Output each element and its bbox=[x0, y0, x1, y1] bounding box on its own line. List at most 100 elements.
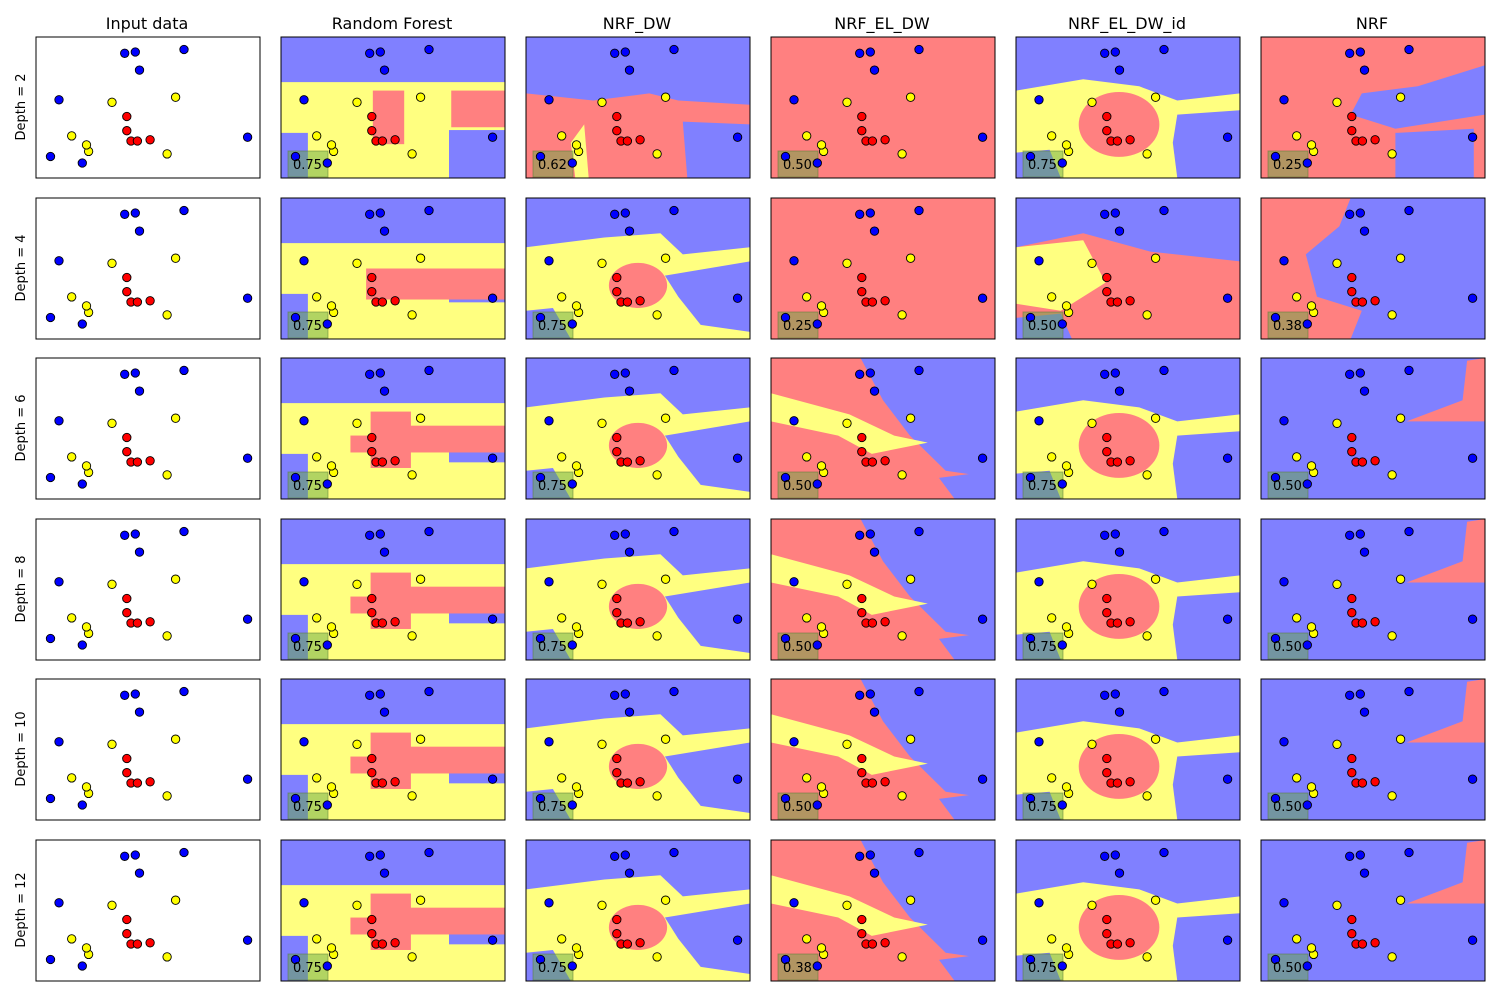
data-point-yellow bbox=[312, 934, 322, 944]
data-point-blue bbox=[624, 547, 635, 557]
data-point-yellow bbox=[571, 782, 582, 792]
data-point-blue bbox=[669, 365, 679, 376]
data-point-yellow bbox=[660, 253, 671, 263]
data-point-blue bbox=[914, 365, 924, 376]
data-point-blue bbox=[1034, 416, 1044, 426]
data-point-blue bbox=[1302, 319, 1312, 329]
data-point-red bbox=[122, 272, 132, 283]
score-label: 0.75 bbox=[538, 961, 567, 976]
data-point-red bbox=[122, 914, 132, 925]
data-point-yellow bbox=[1387, 470, 1397, 480]
data-point-yellow bbox=[557, 773, 567, 783]
panel-depth-4-input-data bbox=[35, 197, 261, 340]
data-point-blue bbox=[1359, 226, 1370, 236]
data-point-blue bbox=[322, 319, 332, 329]
data-point-red bbox=[867, 297, 878, 307]
data-point-blue bbox=[865, 47, 875, 57]
data-point-red bbox=[622, 136, 633, 146]
data-point-blue bbox=[1114, 707, 1125, 717]
data-point-blue bbox=[77, 961, 87, 971]
data-point-yellow bbox=[1292, 131, 1302, 141]
data-point-blue bbox=[134, 707, 145, 717]
data-point-blue bbox=[424, 365, 434, 376]
data-point-red bbox=[857, 593, 867, 604]
panel-frame bbox=[1260, 678, 1486, 821]
data-point-blue bbox=[1279, 95, 1289, 105]
region-red bbox=[381, 746, 505, 767]
data-point-blue bbox=[789, 95, 799, 105]
panel-frame bbox=[280, 197, 506, 340]
data-point-blue bbox=[1302, 158, 1312, 168]
data-point-yellow bbox=[1387, 952, 1397, 962]
data-point-red bbox=[612, 753, 622, 764]
data-point-yellow bbox=[1306, 301, 1317, 311]
data-point-blue bbox=[290, 472, 301, 483]
data-point-yellow bbox=[352, 258, 362, 268]
data-point-yellow bbox=[816, 461, 827, 471]
panel-depth-4-random-forest: 0.75 bbox=[280, 197, 506, 340]
panel-background bbox=[36, 840, 260, 981]
data-point-blue bbox=[130, 368, 140, 378]
data-point-red bbox=[1102, 929, 1112, 939]
data-point-yellow bbox=[162, 631, 172, 641]
data-point-yellow bbox=[1292, 934, 1302, 944]
data-point-yellow bbox=[897, 791, 907, 801]
data-point-blue bbox=[299, 416, 309, 426]
data-point-red bbox=[857, 111, 867, 122]
data-point-yellow bbox=[571, 943, 582, 953]
row-label-depth-4: Depth = 4 bbox=[14, 234, 29, 301]
data-point-red bbox=[367, 432, 377, 443]
data-point-red bbox=[612, 768, 622, 778]
data-point-red bbox=[612, 111, 622, 122]
region-red bbox=[608, 904, 668, 950]
data-point-blue bbox=[812, 319, 822, 329]
data-point-blue bbox=[1345, 530, 1355, 540]
panel-depth-10-input-data bbox=[35, 678, 261, 821]
data-point-blue bbox=[322, 800, 332, 810]
data-point-blue bbox=[1110, 529, 1120, 539]
data-point-blue bbox=[179, 847, 189, 858]
data-point-blue bbox=[1110, 47, 1120, 57]
data-point-blue bbox=[669, 847, 679, 858]
data-point-blue bbox=[620, 208, 630, 218]
region-blue bbox=[1016, 37, 1240, 101]
data-point-yellow bbox=[162, 149, 172, 159]
panel-depth-2-random-forest: 0.75 bbox=[280, 36, 506, 179]
data-point-blue bbox=[54, 256, 64, 266]
data-point-yellow bbox=[312, 452, 322, 462]
data-point-blue bbox=[567, 640, 577, 650]
panel-depth-2-input-data bbox=[35, 36, 261, 179]
decision-regions bbox=[281, 840, 505, 981]
data-point-yellow bbox=[652, 952, 662, 962]
panel-background bbox=[36, 519, 260, 660]
region-blue bbox=[526, 679, 750, 736]
region-blue bbox=[1016, 679, 1240, 743]
data-point-blue bbox=[242, 132, 253, 142]
panel-frame bbox=[770, 678, 996, 821]
data-point-red bbox=[1112, 297, 1123, 307]
data-point-blue bbox=[535, 312, 546, 323]
data-point-blue bbox=[1355, 368, 1365, 378]
panel-depth-8-nrf-el-dw-id: 0.75 bbox=[1015, 518, 1241, 661]
panel-background bbox=[36, 358, 260, 499]
data-point-blue bbox=[567, 319, 577, 329]
region-blue bbox=[1395, 128, 1474, 178]
data-point-red bbox=[635, 135, 645, 145]
data-point-blue bbox=[424, 686, 434, 697]
row-label-depth-2: Depth = 2 bbox=[14, 73, 29, 140]
data-point-blue bbox=[624, 868, 635, 878]
data-point-yellow bbox=[67, 292, 77, 302]
data-point-blue bbox=[1355, 47, 1365, 57]
decision-regions bbox=[526, 358, 750, 499]
data-point-yellow bbox=[1332, 579, 1342, 589]
decision-regions bbox=[1406, 519, 1485, 583]
data-point-blue bbox=[1467, 453, 1478, 463]
data-point-blue bbox=[535, 472, 546, 483]
region-blue bbox=[449, 451, 505, 463]
score-label: 0.50 bbox=[1028, 319, 1057, 334]
data-point-blue bbox=[732, 132, 743, 142]
data-point-red bbox=[367, 914, 377, 925]
data-point-red bbox=[857, 914, 867, 925]
data-point-blue bbox=[45, 472, 56, 483]
data-point-blue bbox=[290, 151, 301, 162]
